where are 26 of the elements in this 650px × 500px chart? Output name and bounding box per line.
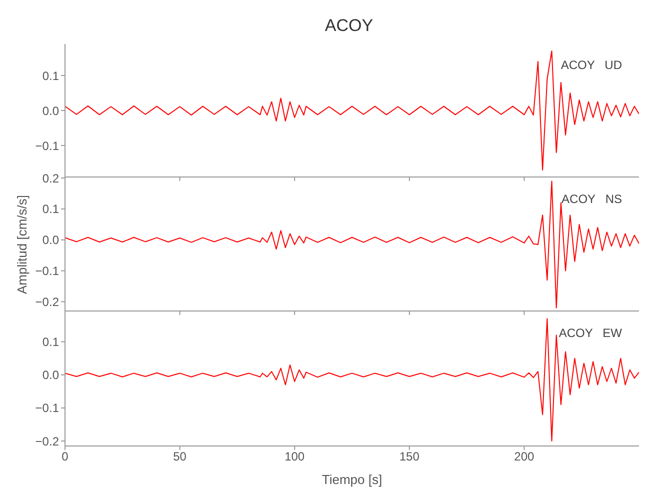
y-tick-label: −0.1 — [35, 401, 60, 416]
y-tick-label: −0.2 — [35, 294, 60, 309]
x-tick-label: 200 — [514, 450, 535, 464]
chart-title: ACOY — [324, 16, 374, 36]
y-tick-label: 0.2 — [42, 171, 60, 186]
y-tick-label: 0.0 — [42, 233, 60, 248]
y-tick-label: 0.1 — [42, 202, 60, 216]
x-tick-label: 100 — [284, 450, 305, 464]
annotation: ACOY EW — [558, 326, 622, 340]
annotation: ACOY NS — [562, 192, 622, 206]
y-axis-title: Amplitud [cm/s/s] — [14, 195, 30, 294]
x-tick-label: 0 — [62, 450, 69, 464]
y-tick-label: −0.1 — [35, 138, 60, 153]
y-tick-label: 0.1 — [42, 335, 60, 350]
x-tick-label: 50 — [173, 450, 187, 464]
annotation: ACOY UD — [560, 58, 622, 72]
x-axis-title: Tiempo [s] — [322, 472, 382, 487]
y-tick-label: 0.1 — [42, 68, 60, 83]
line-series — [65, 180, 639, 308]
line-series — [65, 50, 639, 170]
y-tick-label: 0.0 — [42, 104, 60, 118]
x-tick-label: 150 — [399, 450, 420, 464]
y-tick-label: −0.2 — [35, 434, 60, 448]
y-tick-label: −0.1 — [35, 264, 60, 278]
line-series — [65, 318, 639, 442]
y-tick-label: 0.0 — [42, 368, 60, 382]
